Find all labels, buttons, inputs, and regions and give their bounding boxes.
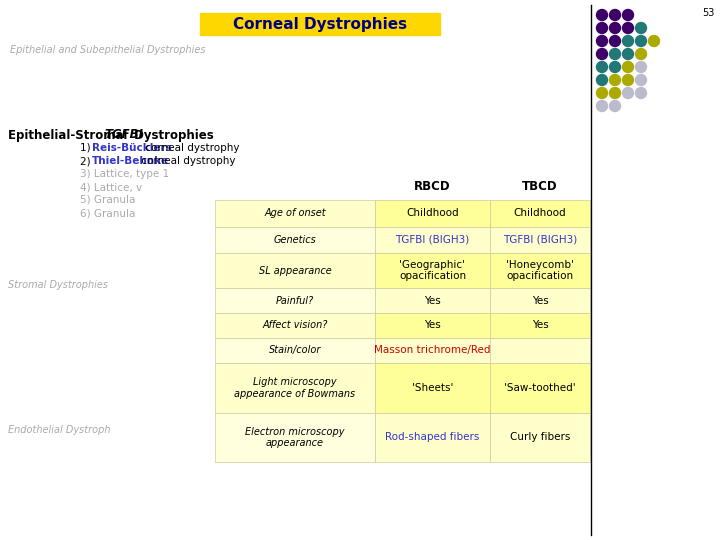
FancyBboxPatch shape [375,288,490,313]
Text: Childhood: Childhood [513,208,567,219]
Text: Yes: Yes [531,295,549,306]
Circle shape [623,10,634,21]
Text: Yes: Yes [424,321,441,330]
Text: Yes: Yes [531,321,549,330]
Text: Masson trichrome/Red: Masson trichrome/Red [374,346,491,355]
FancyBboxPatch shape [490,413,590,462]
Text: RBCD: RBCD [414,180,451,193]
Circle shape [596,75,608,85]
FancyBboxPatch shape [375,200,490,227]
Circle shape [610,23,621,33]
Circle shape [623,36,634,46]
Circle shape [596,36,608,46]
Text: 'Honeycomb'
opacification: 'Honeycomb' opacification [506,260,574,281]
FancyBboxPatch shape [490,338,590,363]
Text: TGFBI (BIGH3): TGFBI (BIGH3) [395,235,469,245]
Circle shape [610,100,621,111]
FancyBboxPatch shape [375,363,490,413]
Text: Reis-Bücklers: Reis-Bücklers [91,143,171,153]
FancyBboxPatch shape [215,227,375,253]
Text: Genetics: Genetics [274,235,316,245]
FancyBboxPatch shape [490,253,590,288]
Text: Endothelial Dystroph: Endothelial Dystroph [8,425,110,435]
Text: 2): 2) [80,156,94,166]
Text: TGFBI (BIGH3): TGFBI (BIGH3) [503,235,577,245]
Text: Dystrophies: Dystrophies [130,129,214,141]
Text: 4) Lattice, v: 4) Lattice, v [80,182,142,192]
Text: Stromal Dystrophies: Stromal Dystrophies [8,280,108,290]
FancyBboxPatch shape [375,227,490,253]
Circle shape [596,23,608,33]
Text: Corneal Dystrophies: Corneal Dystrophies [233,17,407,31]
FancyBboxPatch shape [215,338,375,363]
Circle shape [623,75,634,85]
FancyBboxPatch shape [215,200,375,227]
Circle shape [636,62,647,72]
FancyBboxPatch shape [215,288,375,313]
Circle shape [610,87,621,98]
FancyBboxPatch shape [215,363,375,413]
Text: Age of onset: Age of onset [264,208,326,219]
Text: Light microscopy
appearance of Bowmans: Light microscopy appearance of Bowmans [235,377,356,399]
FancyBboxPatch shape [490,363,590,413]
Text: corneal dystrophy: corneal dystrophy [143,143,240,153]
Text: 'Saw-toothed': 'Saw-toothed' [504,383,576,393]
Text: 5) Granula: 5) Granula [80,195,135,205]
FancyBboxPatch shape [490,288,590,313]
Circle shape [596,10,608,21]
Circle shape [636,87,647,98]
Text: Stain/color: Stain/color [269,346,321,355]
Text: Curly fibers: Curly fibers [510,433,570,442]
FancyBboxPatch shape [375,253,490,288]
Circle shape [610,62,621,72]
FancyBboxPatch shape [490,200,590,227]
Text: Epithelial and Subepithelial Dystrophies: Epithelial and Subepithelial Dystrophies [10,45,205,55]
FancyBboxPatch shape [375,338,490,363]
Circle shape [596,62,608,72]
Circle shape [610,36,621,46]
FancyBboxPatch shape [215,313,375,338]
Circle shape [610,75,621,85]
FancyBboxPatch shape [375,413,490,462]
Circle shape [623,49,634,59]
Text: 3) Lattice, type 1: 3) Lattice, type 1 [80,169,169,179]
Text: Painful?: Painful? [276,295,314,306]
Circle shape [636,36,647,46]
Text: Yes: Yes [424,295,441,306]
Circle shape [623,23,634,33]
Circle shape [596,100,608,111]
Text: 6) Granula: 6) Granula [80,208,135,218]
Circle shape [610,49,621,59]
Circle shape [649,36,660,46]
Text: Epithelial-Stromal: Epithelial-Stromal [8,129,132,141]
FancyBboxPatch shape [215,253,375,288]
FancyBboxPatch shape [200,13,440,35]
Text: Rod-shaped fibers: Rod-shaped fibers [385,433,480,442]
Text: 'Geographic'
opacification: 'Geographic' opacification [399,260,466,281]
Circle shape [610,10,621,21]
Text: TGFBI: TGFBI [105,129,144,141]
Circle shape [636,49,647,59]
Text: Electron microscopy
appearance: Electron microscopy appearance [246,427,345,448]
Circle shape [596,49,608,59]
Circle shape [636,23,647,33]
Circle shape [596,87,608,98]
FancyBboxPatch shape [375,313,490,338]
Text: TBCD: TBCD [522,180,558,193]
Text: Childhood: Childhood [406,208,459,219]
Text: corneal dystrophy: corneal dystrophy [138,156,236,166]
Text: 1): 1) [80,143,94,153]
Text: 'Sheets': 'Sheets' [412,383,453,393]
Text: Affect vision?: Affect vision? [262,321,328,330]
Text: 53: 53 [703,8,715,18]
Text: SL appearance: SL appearance [258,266,331,275]
Circle shape [623,87,634,98]
Circle shape [623,62,634,72]
FancyBboxPatch shape [215,413,375,462]
Text: Thiel-Behnke: Thiel-Behnke [91,156,168,166]
Circle shape [636,75,647,85]
FancyBboxPatch shape [490,313,590,338]
FancyBboxPatch shape [490,227,590,253]
